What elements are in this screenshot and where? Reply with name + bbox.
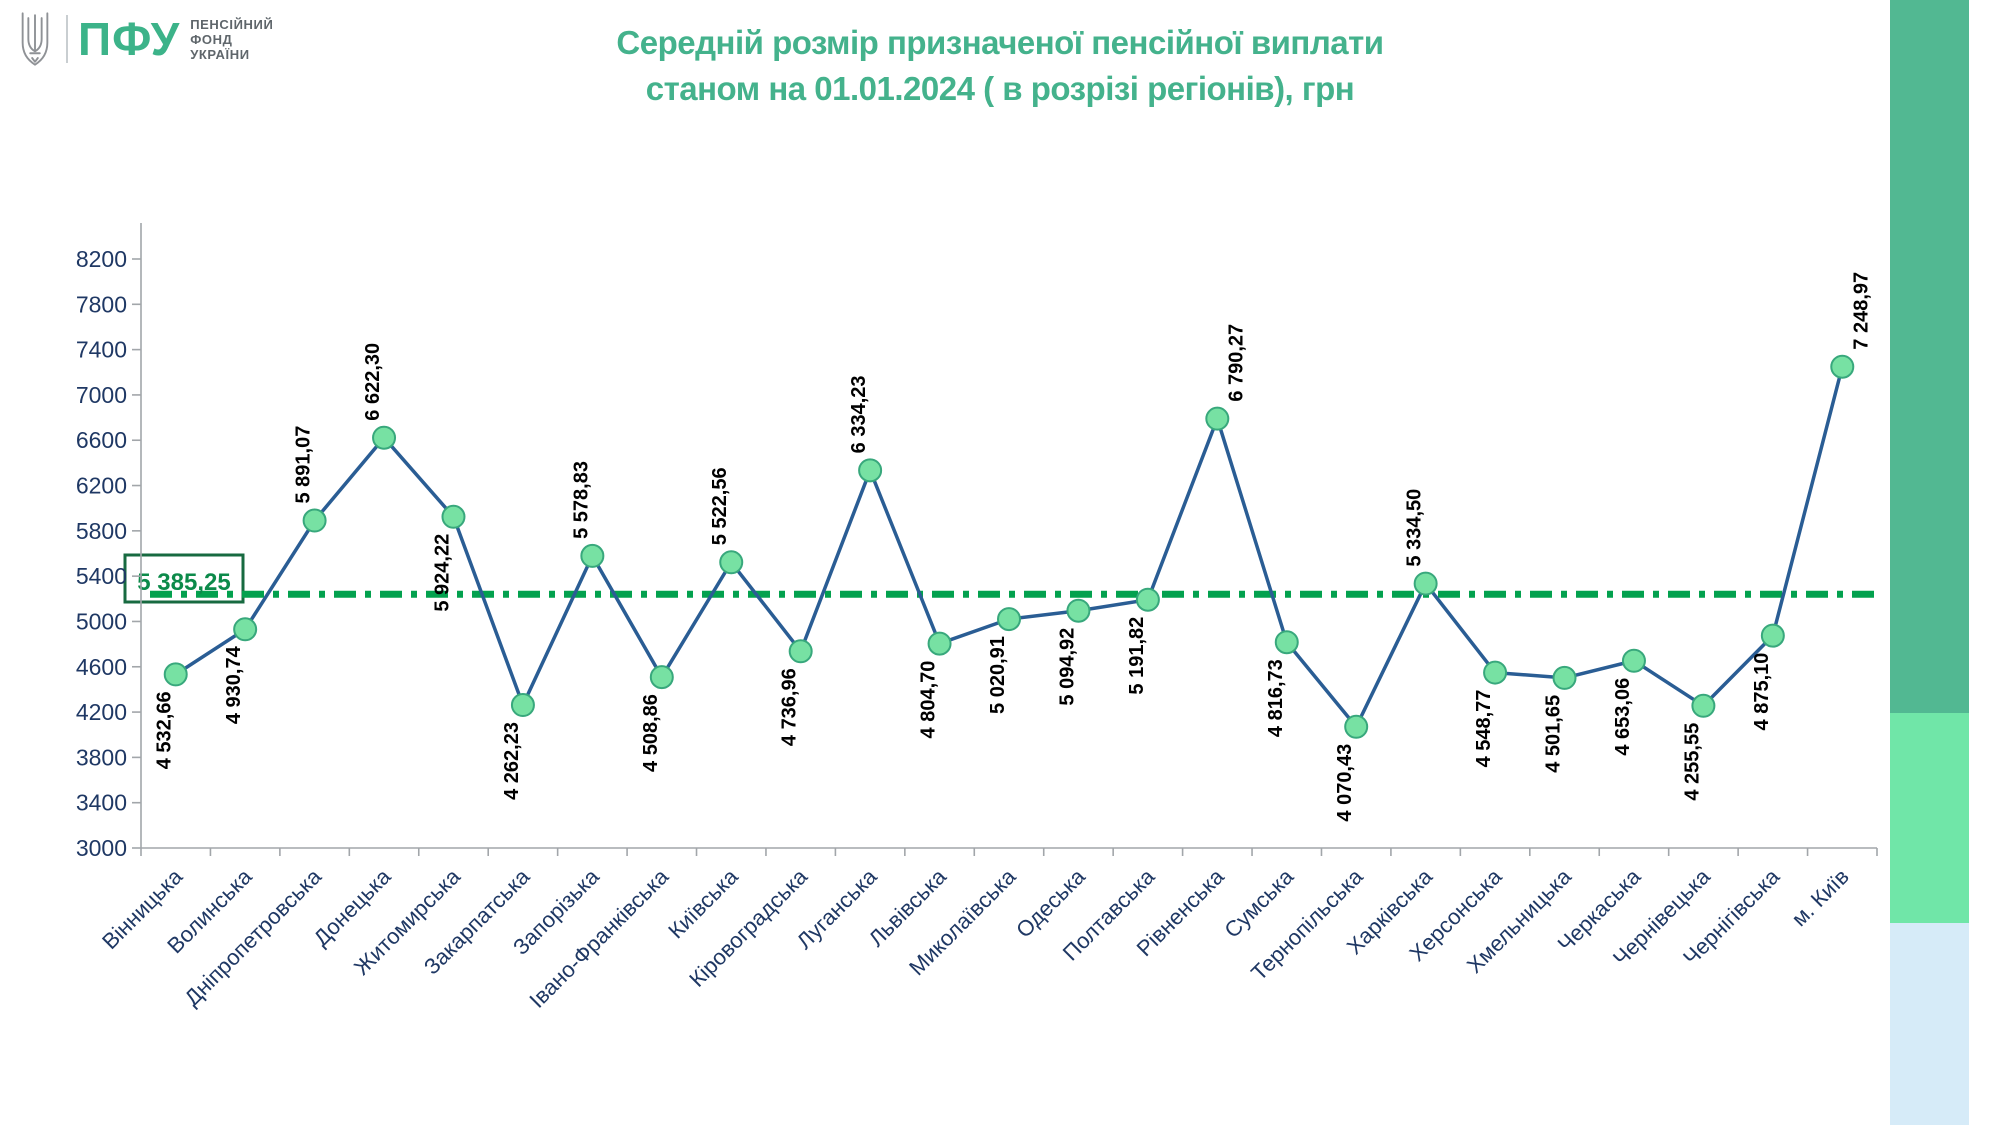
y-axis-tick-label: 5400 [76, 563, 127, 589]
data-point-marker [302, 508, 327, 533]
logo-org-line: ПЕНСІЙНИЙ [190, 16, 274, 32]
data-value-label: 6 790,27 [1225, 324, 1247, 402]
data-point-marker [1413, 571, 1438, 596]
data-value-label: 5 094,92 [1056, 628, 1078, 706]
x-axis-category-label: Кіровоградська [684, 863, 813, 992]
chart-title: Середній розмір призначеної пенсійної ви… [430, 20, 1570, 112]
strip-band-light-green [1890, 713, 1969, 923]
data-point-marker [163, 662, 188, 687]
pension-series-line [173, 364, 1845, 729]
tryzub-icon [21, 12, 49, 66]
data-value-label: 5 924,22 [431, 534, 453, 612]
data-point-marker [1135, 587, 1160, 612]
y-axis-tick-label: 3000 [76, 835, 127, 861]
data-value-label: 6 334,23 [848, 375, 870, 453]
data-value-label: 5 891,07 [293, 426, 315, 504]
data-point-marker [441, 504, 466, 529]
y-axis-tick-label: 5000 [76, 608, 127, 634]
y-axis-tick-label: 5800 [76, 518, 127, 544]
data-point-marker [1552, 665, 1577, 690]
y-axis-tick-label: 6200 [76, 473, 127, 499]
y-axis-tick-label: 8200 [76, 246, 127, 272]
data-value-label: 5 522,56 [709, 467, 731, 545]
data-point-marker [580, 543, 605, 568]
y-axis-tick-label: 7800 [76, 291, 127, 317]
data-value-label: 5 191,82 [1126, 617, 1148, 695]
logo-abbr: ПФУ [78, 13, 181, 65]
y-axis-tick-label: 4200 [76, 699, 127, 725]
x-axis-category-label: м. Київ [1786, 864, 1853, 931]
data-value-label: 5 020,91 [987, 636, 1009, 714]
logo-org-line: ФОНД [190, 31, 233, 47]
pfu-logo: ПФУ ПЕНСІЙНИЙ ФОНД УКРАЇНИ [16, 10, 273, 68]
data-value-label: 4 816,73 [1265, 659, 1287, 737]
data-point-marker [858, 458, 883, 483]
y-axis-tick-label: 7400 [76, 337, 127, 363]
x-axis-category-label: Дніпропетровська [179, 863, 326, 1010]
data-value-label: 4 070,43 [1334, 744, 1356, 822]
data-value-label: 4 532,66 [154, 691, 176, 769]
data-point-marker [1274, 630, 1299, 655]
data-point-marker [372, 425, 397, 450]
data-value-label: 5 334,50 [1404, 489, 1426, 567]
y-axis-tick-label: 3800 [76, 744, 127, 770]
data-value-label: 5 578,83 [570, 461, 592, 539]
data-value-label: 6 622,30 [362, 343, 384, 421]
strip-band-light-blue [1890, 923, 1969, 1125]
data-point-marker [1483, 660, 1508, 685]
y-axis-tick-label: 3400 [76, 790, 127, 816]
logo-org-line: УКРАЇНИ [190, 46, 250, 62]
data-point-marker [649, 665, 674, 690]
data-point-marker [1830, 354, 1855, 379]
data-point-marker [927, 631, 952, 656]
data-value-label: 4 262,23 [501, 722, 523, 800]
data-value-label: 4 653,06 [1612, 678, 1634, 756]
data-value-label: 7 248,97 [1850, 272, 1872, 350]
data-value-label: 4 508,86 [640, 694, 662, 772]
data-point-marker [997, 607, 1021, 632]
y-axis-tick-label: 4600 [76, 654, 127, 680]
y-axis-tick-label: 6600 [76, 427, 127, 453]
data-point-marker [1205, 406, 1230, 431]
data-point-marker [233, 617, 258, 642]
average-value-label: 5 385,25 [137, 569, 230, 596]
data-point-marker [510, 693, 535, 718]
data-point-marker [1691, 693, 1716, 718]
data-point-marker [1344, 714, 1369, 739]
data-value-label: 4 548,77 [1473, 690, 1495, 768]
logo-org-name: ПЕНСІЙНИЙ ФОНД УКРАЇНИ [190, 17, 273, 62]
data-value-label: 4 804,70 [918, 661, 940, 739]
logo-divider [66, 15, 68, 63]
right-accent-strip [1890, 0, 1969, 1125]
data-point-marker [788, 639, 813, 664]
data-value-label: 4 501,65 [1543, 695, 1565, 773]
data-point-marker [1760, 623, 1785, 648]
data-value-label: 4 930,74 [223, 645, 245, 724]
data-value-label: 4 875,10 [1751, 653, 1773, 731]
strip-band-dark-green [1890, 0, 1969, 713]
data-point-marker [719, 550, 744, 575]
y-axis-tick-label: 7000 [76, 382, 127, 408]
chart-title-line1: Середній розмір призначеної пенсійної ви… [616, 24, 1384, 61]
data-value-label: 4 736,96 [779, 668, 801, 746]
data-value-label: 4 255,55 [1681, 723, 1703, 801]
chart-title-line2: станом на 01.01.2024 ( в розрізі регіоні… [645, 70, 1355, 107]
data-point-marker [1621, 648, 1646, 673]
data-point-marker [1066, 598, 1091, 623]
